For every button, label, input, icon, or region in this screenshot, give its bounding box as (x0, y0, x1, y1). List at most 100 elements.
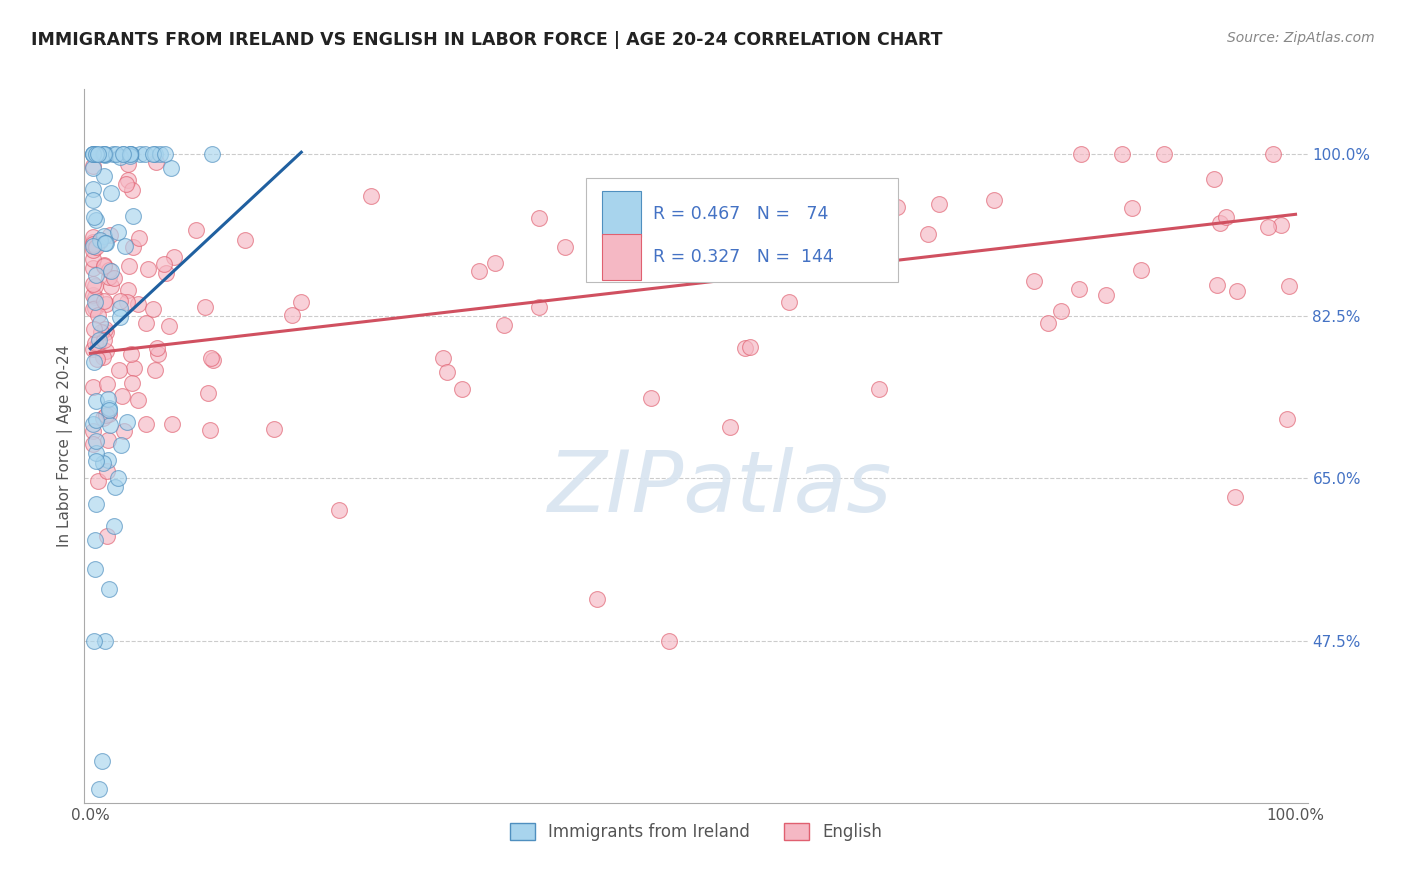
Point (135, 317, 157, 331)
Point (87, 335, 110, 350)
Point (738, 265, 761, 279)
Point (82, 342, 104, 356)
Point (97, 401, 120, 416)
Point (97, 433, 120, 447)
Point (200, 423, 222, 437)
Point (142, 302, 165, 317)
Point (886, 200, 908, 214)
Point (1022, 274, 1045, 288)
Point (97, 269, 120, 284)
Point (108, 150, 131, 164)
Point (155, 147, 177, 161)
Point (117, 157, 139, 171)
Point (1275, 411, 1298, 425)
Text: ZIPatlas: ZIPatlas (548, 447, 893, 531)
Point (928, 197, 950, 211)
Point (640, 392, 662, 406)
Point (82, 193, 104, 207)
Point (554, 239, 576, 253)
Point (1204, 172, 1226, 186)
Point (675, 224, 697, 238)
Point (1257, 219, 1279, 234)
Point (600, 194, 623, 208)
Point (87, 308, 110, 322)
Point (94, 147, 117, 161)
Point (146, 347, 169, 361)
Point (84, 335, 107, 350)
Point (127, 297, 149, 311)
Point (233, 233, 256, 247)
Point (603, 221, 626, 235)
Point (93, 147, 115, 161)
Point (104, 480, 127, 494)
Point (142, 147, 165, 161)
Point (82, 147, 104, 161)
Point (136, 262, 159, 277)
Point (94, 343, 117, 358)
Point (87, 781, 110, 796)
Point (436, 365, 458, 379)
Point (97, 392, 120, 407)
Point (94, 322, 117, 336)
Point (121, 182, 143, 196)
Point (149, 147, 172, 161)
Point (94, 408, 117, 422)
Point (157, 318, 180, 333)
Point (82, 380, 104, 394)
Point (718, 419, 741, 434)
Point (96, 236, 118, 251)
Point (96, 529, 118, 543)
Point (108, 363, 131, 377)
Point (84, 239, 107, 253)
FancyBboxPatch shape (602, 234, 641, 280)
Point (108, 294, 131, 309)
Point (983, 193, 1005, 207)
Point (97, 263, 120, 277)
Point (84, 301, 107, 315)
Point (146, 342, 169, 356)
Point (762, 226, 785, 240)
FancyBboxPatch shape (586, 178, 898, 282)
Point (1036, 316, 1059, 330)
Point (290, 295, 312, 310)
Point (197, 386, 219, 401)
Point (121, 376, 143, 390)
Point (93, 294, 115, 309)
Point (89, 233, 111, 247)
Point (468, 264, 491, 278)
Point (1225, 490, 1247, 504)
Point (1206, 277, 1229, 292)
Point (82, 424, 104, 438)
Point (122, 210, 145, 224)
Point (98, 582, 121, 596)
Point (110, 437, 132, 451)
Point (817, 258, 839, 272)
Point (186, 223, 208, 237)
Point (115, 295, 138, 310)
Text: Source: ZipAtlas.com: Source: ZipAtlas.com (1227, 31, 1375, 45)
Point (1070, 147, 1092, 161)
Point (86, 446, 108, 460)
Point (868, 382, 890, 396)
Point (83, 294, 105, 309)
Point (82, 235, 104, 249)
Point (640, 186, 662, 201)
Point (87, 147, 110, 161)
Point (84, 413, 107, 427)
Point (100, 264, 122, 278)
Point (1226, 284, 1249, 298)
Point (1215, 210, 1237, 224)
Point (107, 471, 129, 485)
Point (82, 277, 104, 291)
Point (87, 333, 110, 347)
Point (484, 256, 506, 270)
Point (98, 418, 121, 433)
Point (855, 185, 877, 199)
Point (143, 147, 166, 161)
Point (202, 352, 225, 367)
Point (107, 225, 129, 239)
Point (93, 147, 115, 161)
Point (740, 340, 762, 354)
Point (127, 393, 149, 408)
Point (82, 252, 104, 266)
